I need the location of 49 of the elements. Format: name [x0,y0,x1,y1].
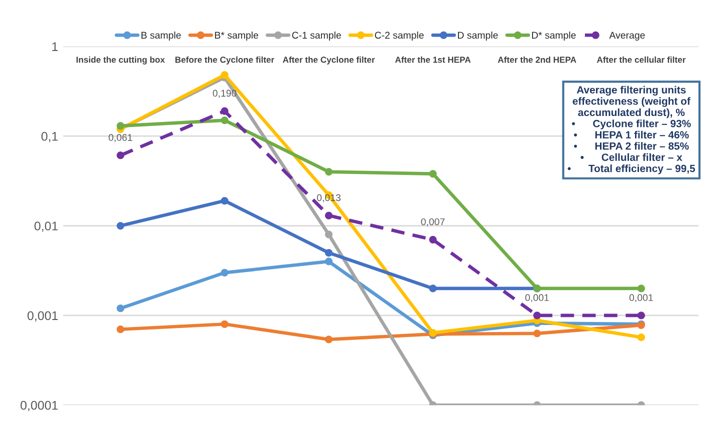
point [220,71,228,79]
x-tick-label: After the 1st HEPA [395,56,471,63]
point [324,212,333,220]
point [116,304,124,312]
point [116,326,124,334]
annotation: Average filtering units effectiveness (weight of accumulated dust), % • Cyclone filter – 93% • HEPA 1 filter – 46% • HEPA 2 filter – 85% • Cellular filter – x • Total efficiency – 99,5 [568,86,696,174]
point [324,230,333,238]
point [324,248,333,257]
point [637,334,646,342]
y-tick-label: 0,01 [34,222,58,232]
legend-label: B sample [142,32,181,41]
legend-label: B* sample [215,32,258,41]
point [637,312,646,320]
point [220,268,228,276]
data-label: 0,001 [629,294,653,302]
data-label: 0,061 [108,134,132,142]
point [637,284,646,292]
data-label: 0,001 [525,294,549,302]
point [429,284,437,292]
legend-label: Average [609,32,645,41]
point [429,170,437,178]
point [220,320,228,328]
x-tick-label: After the 2nd HEPA [498,56,576,63]
point [429,236,437,244]
point [533,312,541,320]
point [220,116,228,124]
point [533,330,541,338]
y-tick-label: 0,0001 [20,400,58,412]
point [220,196,228,205]
point [116,222,124,230]
y-tick-label: 0,001 [28,311,58,322]
legend-label: C-2 sample [374,32,424,41]
legend-label: D* sample [532,32,576,41]
point [220,107,228,115]
legend-label: D sample [458,32,498,41]
y-tick-label: 1 [52,42,58,51]
x-tick-label: After the cellular filter [596,56,686,63]
data-label: 0,190 [212,90,236,98]
point [324,336,333,344]
x-tick-label: Before the Cyclone filter [175,56,274,64]
data-label: 0,007 [421,218,445,226]
legend-label: C-1 sample [292,32,341,41]
y-tick-label: 0,1 [41,132,58,142]
point [116,122,124,130]
point [116,152,124,160]
x-tick-label: Inside the cutting box [76,56,165,64]
point [324,168,333,176]
point [324,258,333,266]
x-tick-label: After the Cyclone filter [282,56,375,64]
